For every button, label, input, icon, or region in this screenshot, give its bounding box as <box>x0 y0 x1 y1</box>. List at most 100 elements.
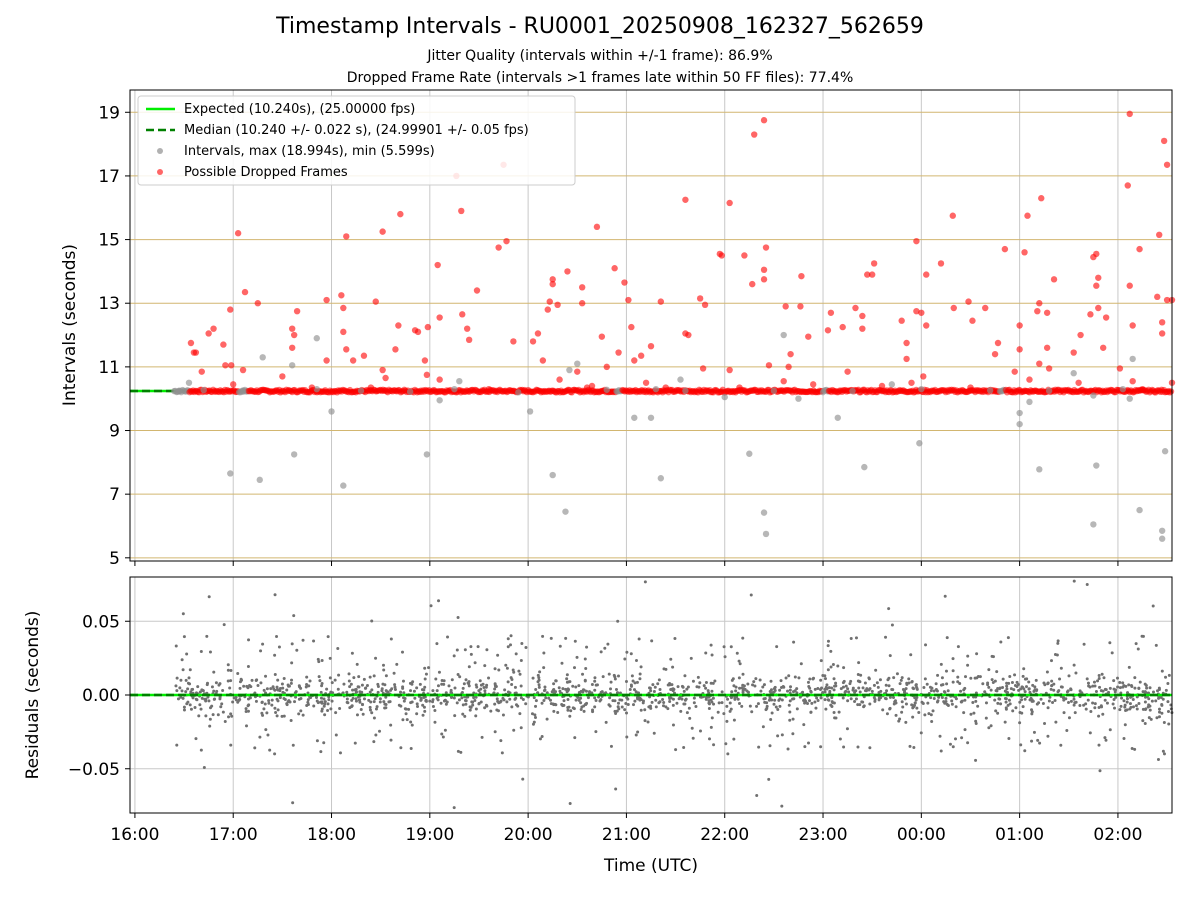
residual-point <box>274 710 278 714</box>
residual-point <box>465 695 469 699</box>
residual-point <box>441 735 445 739</box>
residual-point <box>565 680 569 684</box>
residual-point <box>931 709 935 713</box>
residual-point <box>914 683 918 687</box>
residual-point <box>966 741 970 745</box>
residual-point <box>831 662 835 666</box>
residual-point <box>731 677 735 681</box>
residual-point <box>704 686 708 690</box>
residual-point <box>534 699 538 703</box>
residual-point <box>198 690 202 694</box>
residual-point <box>1069 699 1073 703</box>
residual-point <box>500 751 504 755</box>
residual-point <box>1166 709 1170 713</box>
residual-point <box>1103 736 1107 740</box>
dropped-frame-point <box>1126 282 1133 289</box>
residual-point <box>951 745 955 749</box>
residual-point <box>813 700 817 704</box>
residual-point <box>276 678 280 682</box>
residual-point <box>444 691 448 695</box>
residual-point <box>616 701 620 705</box>
intervals-ytick-label-3: 11 <box>98 358 120 378</box>
residual-point <box>1007 698 1011 702</box>
residual-point <box>384 702 388 706</box>
residual-point <box>456 749 460 753</box>
residual-point <box>616 674 620 678</box>
residual-point <box>710 689 714 693</box>
residual-point <box>676 685 680 689</box>
residual-point <box>639 708 643 712</box>
residual-point <box>993 698 997 702</box>
residual-point <box>709 725 713 729</box>
residual-point <box>726 697 730 701</box>
residual-point <box>268 748 272 752</box>
residual-point <box>363 686 367 690</box>
interval-point <box>1126 395 1133 402</box>
residual-point <box>690 726 694 730</box>
residual-point <box>786 689 790 693</box>
interval-point <box>677 376 684 383</box>
residual-point <box>583 678 587 682</box>
residual-point <box>189 690 193 694</box>
residual-point <box>282 714 286 718</box>
dropped-frame-point <box>908 379 915 386</box>
residual-point <box>533 713 537 717</box>
residual-point <box>720 690 724 694</box>
residual-point <box>305 675 309 679</box>
residual-point <box>781 685 785 689</box>
residual-point <box>1112 697 1116 701</box>
residual-point <box>434 677 438 681</box>
residual-point <box>1011 709 1015 713</box>
residual-point <box>1072 703 1076 707</box>
residual-point <box>707 699 711 703</box>
residual-point <box>254 699 258 703</box>
residual-point <box>948 742 952 746</box>
residual-point <box>915 687 919 691</box>
residual-point <box>900 700 904 704</box>
residual-point <box>888 695 892 699</box>
residual-point <box>493 667 497 671</box>
residual-point <box>247 638 251 642</box>
residual-point <box>493 730 497 734</box>
residual-point <box>400 650 404 654</box>
interval-point <box>834 414 841 421</box>
residual-point <box>273 593 277 597</box>
residual-point <box>319 690 323 694</box>
interval-point <box>574 360 581 367</box>
residual-point <box>702 684 706 688</box>
residual-point <box>549 702 553 706</box>
residual-point <box>1144 683 1148 687</box>
residual-point <box>273 688 277 692</box>
residual-point <box>376 685 380 689</box>
residual-point <box>1013 673 1017 677</box>
residual-point <box>1118 680 1122 684</box>
residual-point <box>738 662 742 666</box>
residual-point <box>593 676 597 680</box>
residual-point <box>317 660 321 664</box>
residual-point <box>1086 698 1090 702</box>
residual-point <box>682 746 686 750</box>
residual-point <box>1046 734 1050 738</box>
residual-point <box>736 697 740 701</box>
residual-point <box>1006 636 1010 640</box>
interval-point <box>1093 462 1100 469</box>
residual-point <box>1108 641 1112 645</box>
residual-point <box>675 701 679 705</box>
residual-point <box>636 730 640 734</box>
dropped-frame-point <box>637 352 645 359</box>
residual-point <box>1055 653 1059 657</box>
residual-point <box>956 645 960 649</box>
residual-point <box>1001 686 1005 690</box>
residual-point <box>1162 752 1166 756</box>
residual-point <box>261 713 265 717</box>
residual-point <box>182 705 186 709</box>
residual-point <box>285 702 289 706</box>
dropped-frame-point <box>1093 282 1100 289</box>
residual-point <box>374 733 378 737</box>
residual-point <box>585 701 589 705</box>
residual-point <box>558 644 562 648</box>
dropped-frame-point <box>1093 250 1100 258</box>
residual-point <box>421 703 425 707</box>
residual-point <box>1031 699 1035 703</box>
residual-point <box>326 702 330 706</box>
